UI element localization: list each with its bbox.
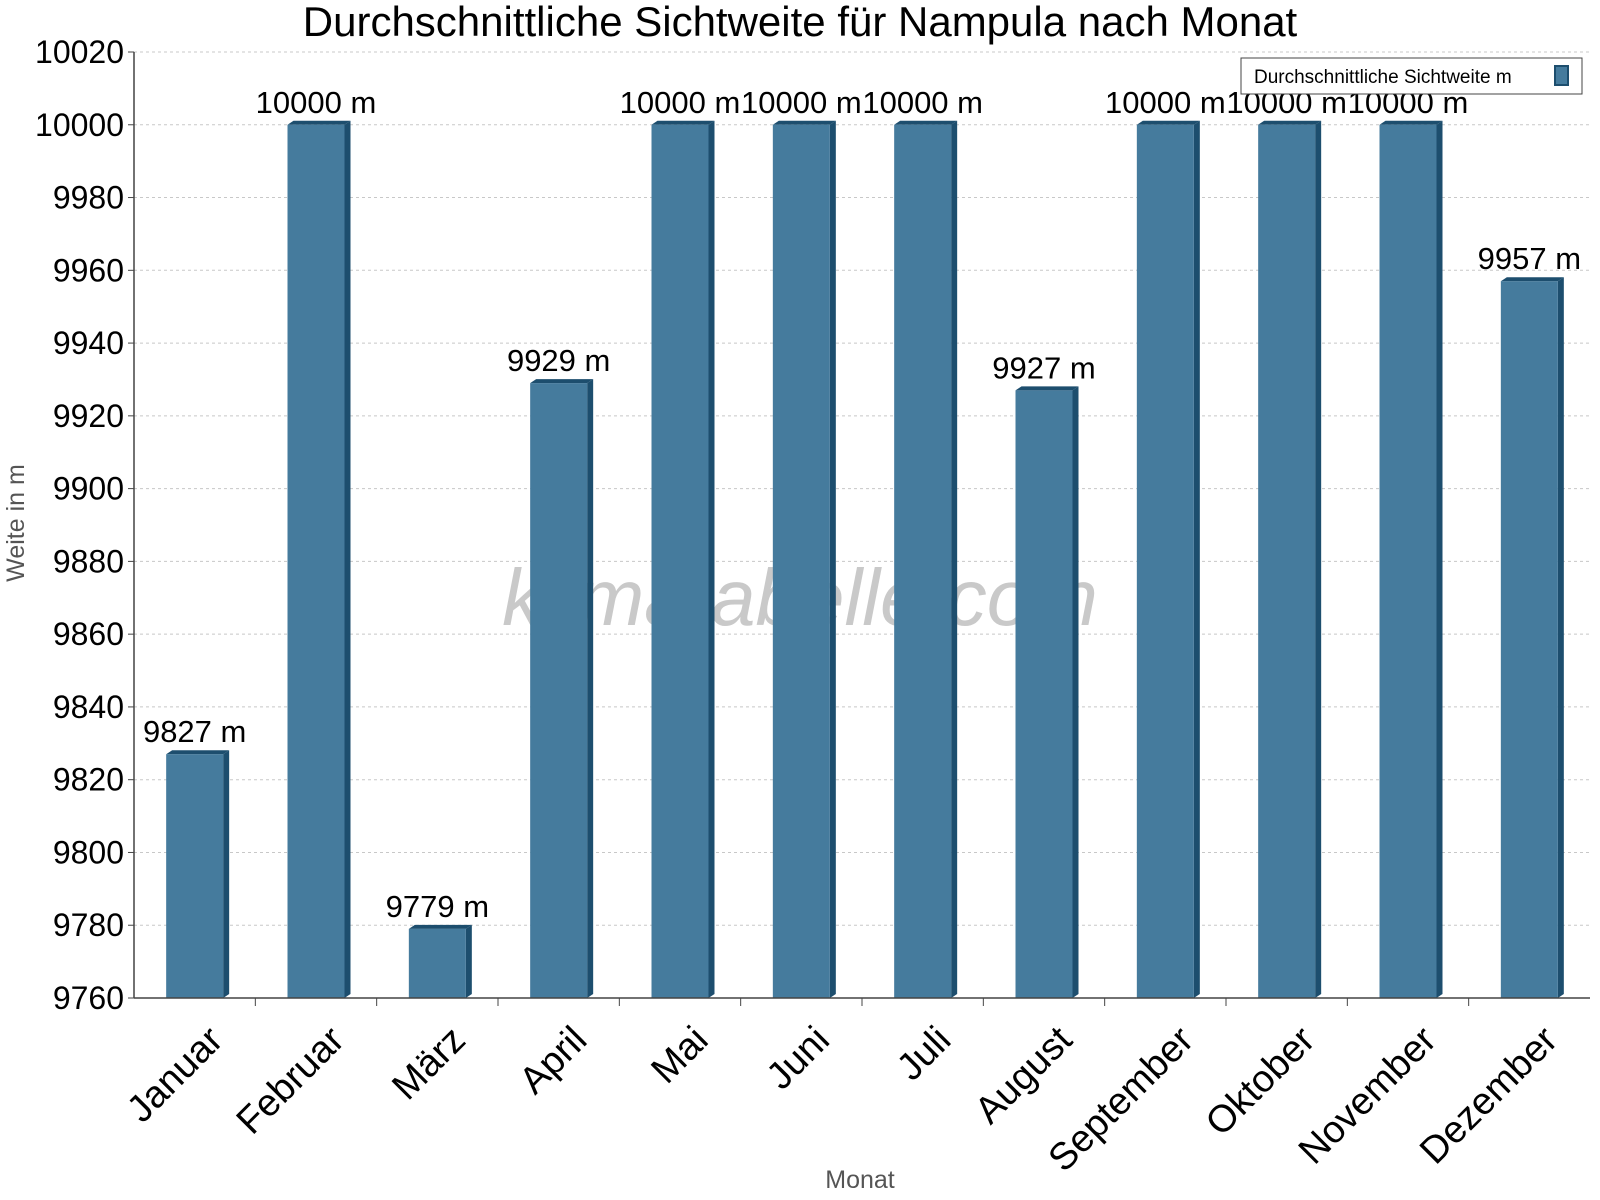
data-label: 10000 m [862,85,983,120]
data-label: 9927 m [992,350,1095,385]
data-label: 10000 m [1105,85,1226,120]
x-tick-label: Februar [229,1019,353,1143]
bar-side [1193,120,1200,999]
data-label: 9779 m [386,889,489,924]
x-tick-label: März [384,1019,473,1108]
y-tick-label: 9980 [53,180,124,216]
legend: Durchschnittliche Sichtweite m [1240,57,1583,95]
x-tick-label: Mai [644,1019,717,1092]
bar-top [894,120,958,125]
bar-side [465,924,472,998]
bar [408,928,466,998]
bar-top [1136,120,1200,125]
y-tick-labels: 9760 9780 9800 9820 9840 9860 9880 9900 9920 9940… [35,34,124,1016]
y-tick-label: 9940 [53,325,124,361]
bar [894,124,952,999]
y-tick-label: 9880 [53,543,124,579]
bar [1500,281,1558,998]
x-tick-label: Januar [119,1019,231,1131]
bar-side [223,750,230,998]
y-tick-label: 10020 [35,34,124,70]
bar [1136,124,1194,999]
x-tick-label: Oktober [1198,1019,1324,1145]
data-label: 9827 m [143,714,246,749]
bar [1379,124,1437,999]
chart-title: Durchschnittliche Sichtweite für Nampula… [303,0,1298,45]
bar-top [287,120,351,125]
bar [530,383,588,999]
bar-top [408,924,472,929]
x-tick-label: August [967,1019,1081,1133]
bar-top [166,750,230,755]
legend-label: Durchschnittliche Sichtweite m [1254,67,1512,88]
data-label: 9957 m [1478,241,1581,276]
x-axis-label: Monat [825,1166,895,1194]
bar-side [587,379,594,999]
bar [772,124,830,999]
grid-lines [134,51,1590,926]
bar [166,754,224,998]
y-tick-label: 9960 [53,252,124,288]
data-label: 10000 m [256,85,377,120]
bar-top [1500,277,1564,282]
data-label: 10000 m [620,85,741,120]
bar [651,124,709,999]
y-tick-label: 9840 [53,689,124,725]
bar-side [708,120,715,999]
data-label: 9929 m [507,343,610,378]
bar-side [829,120,836,999]
bar-side [1557,277,1564,998]
y-tick-label: 9760 [53,980,124,1016]
y-tick-label: 9900 [53,471,124,507]
y-tick-label: 10000 [35,107,124,143]
y-tick-label: 9820 [53,762,124,798]
bar-top [1015,386,1079,391]
bar-side [1315,120,1322,999]
axes [128,51,1590,1006]
bar-top [772,120,836,125]
bar-side [1072,386,1079,998]
legend-swatch [1554,65,1569,86]
bar-side [344,120,351,999]
y-tick-label: 9800 [53,834,124,870]
bar [287,124,345,999]
legend-box [1240,57,1583,95]
bar-side [1436,120,1443,999]
bar-top [651,120,715,125]
y-tick-label: 9780 [53,907,124,943]
bar-side [951,120,958,999]
y-tick-label: 9920 [53,398,124,434]
y-tick-label: 9860 [53,616,124,652]
bars [166,120,1564,999]
bar-top [1258,120,1322,125]
bar-top [1379,120,1443,125]
x-tick-label: Juni [759,1019,838,1098]
y-axis-label: Weite in m [2,464,30,582]
data-label: 10000 m [741,85,862,120]
x-tick-label: April [512,1019,595,1102]
bar [1015,390,1073,998]
bar-top [530,379,594,384]
bar [1258,124,1316,999]
x-tick-label: Juli [889,1019,959,1089]
